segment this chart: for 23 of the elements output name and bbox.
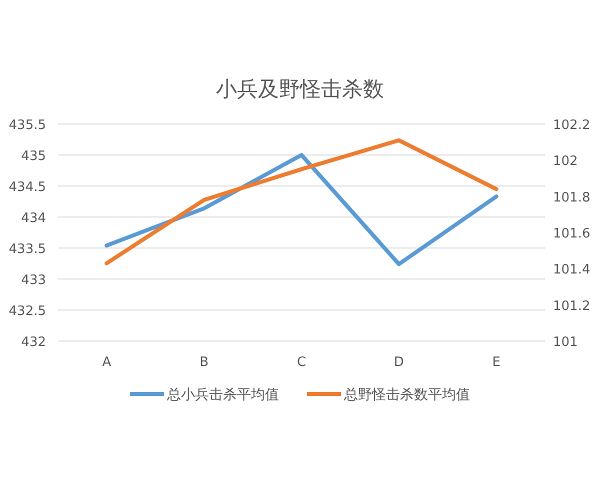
- y2-tick-label: 102.2: [553, 118, 590, 133]
- y-tick-label: 432.5: [8, 304, 46, 319]
- y2-tick-label: 101.8: [553, 190, 590, 206]
- legend-label: 总野怪击杀数平均值: [343, 387, 470, 403]
- y-tick-label: 433.5: [8, 242, 46, 257]
- y-tick-label: 432: [21, 335, 46, 350]
- y2-tick-label: 101.2: [553, 298, 590, 314]
- y2-tick-label: 101.4: [553, 262, 590, 278]
- legend-label: 总小兵击杀平均值: [166, 387, 279, 403]
- x-tick-label: B: [200, 355, 209, 370]
- x-tick-label: C: [296, 355, 306, 370]
- y2-tick-label: 101: [553, 335, 578, 350]
- y-tick-label: 435.5: [8, 118, 46, 133]
- title: 小兵及野怪击杀数: [216, 77, 384, 101]
- y-tick-label: 433: [21, 273, 46, 288]
- y-tick-label: 434: [21, 211, 46, 226]
- y2-tick-label: 101.6: [553, 226, 590, 242]
- y-tick-label: 434.5: [8, 180, 46, 195]
- x-tick-label: E: [492, 355, 500, 370]
- x-tick-label: D: [394, 355, 404, 370]
- y2-tick-label: 102: [553, 154, 578, 170]
- y-tick-label: 435: [21, 149, 46, 164]
- x-tick-label: A: [102, 355, 112, 370]
